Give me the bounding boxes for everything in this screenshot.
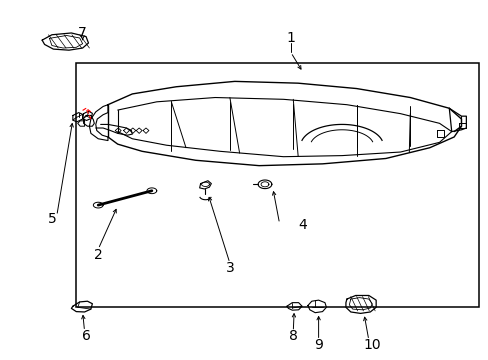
Text: 10: 10 xyxy=(363,338,380,352)
Text: 8: 8 xyxy=(288,329,297,343)
Text: 5: 5 xyxy=(47,212,56,226)
Bar xyxy=(76,63,478,307)
Text: 9: 9 xyxy=(313,338,323,352)
Text: 2: 2 xyxy=(94,248,102,262)
Text: 6: 6 xyxy=(81,329,90,343)
Text: 7: 7 xyxy=(78,26,87,40)
Text: 3: 3 xyxy=(225,261,234,275)
Text: 4: 4 xyxy=(298,218,307,232)
Text: 1: 1 xyxy=(286,31,295,45)
